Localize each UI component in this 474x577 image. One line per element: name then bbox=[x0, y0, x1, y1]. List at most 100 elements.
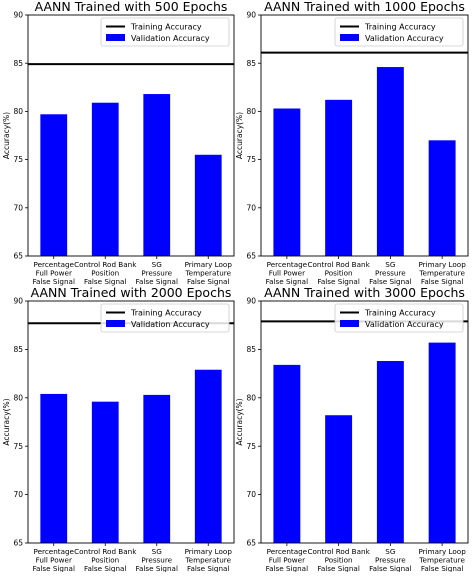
bar-validation-accuracy bbox=[143, 94, 171, 256]
x-tick-label: Temperature bbox=[418, 269, 465, 278]
x-tick-label: Control Rod Bank bbox=[308, 547, 371, 556]
bar-validation-accuracy bbox=[40, 114, 68, 257]
y-tick-label: 65 bbox=[246, 539, 256, 548]
legend-validation-label: Validation Accuracy bbox=[365, 34, 444, 43]
y-tick-label: 90 bbox=[246, 11, 256, 20]
bar-validation-accuracy bbox=[91, 401, 119, 543]
plot-frame bbox=[260, 14, 469, 257]
bar-validation-accuracy bbox=[325, 99, 353, 256]
x-tick-label: False Signal bbox=[187, 277, 229, 286]
legend-box bbox=[100, 17, 230, 47]
x-tick-label: SG bbox=[152, 547, 162, 556]
x-tick-label: Position bbox=[91, 269, 119, 278]
bar-validation-accuracy bbox=[40, 393, 68, 543]
y-tick-label: 65 bbox=[246, 252, 256, 261]
legend-validation-swatch bbox=[106, 320, 125, 327]
x-tick-label: Percentage bbox=[267, 260, 308, 269]
x-tick-label: False Signal bbox=[33, 564, 75, 572]
x-tick-label: False Signal bbox=[84, 564, 126, 572]
legend-training-label: Training Accuracy bbox=[130, 22, 202, 31]
x-tick-label: Temperature bbox=[418, 556, 465, 565]
legend-training-label: Training Accuracy bbox=[130, 308, 202, 317]
plot-frame bbox=[260, 300, 469, 544]
legend-box bbox=[100, 303, 230, 333]
bar-validation-accuracy bbox=[194, 154, 222, 256]
x-tick-label: Primary Loop bbox=[185, 260, 233, 269]
y-tick-label: 65 bbox=[13, 539, 23, 548]
bar-validation-accuracy bbox=[91, 102, 119, 256]
legend-training-label: Training Accuracy bbox=[364, 308, 436, 317]
x-tick-label: False Signal bbox=[136, 277, 178, 286]
x-tick-label: SG bbox=[152, 260, 162, 269]
x-tick-label: Pressure bbox=[375, 556, 406, 565]
y-tick-label: 75 bbox=[246, 155, 256, 164]
y-tick-label: 80 bbox=[246, 107, 256, 116]
legend-validation-swatch bbox=[340, 34, 359, 41]
plot-frame bbox=[27, 14, 235, 257]
y-tick-label: 80 bbox=[246, 393, 256, 402]
x-tick-label: Pressure bbox=[141, 556, 172, 565]
bar-validation-accuracy bbox=[325, 415, 353, 543]
y-tick-label: 75 bbox=[13, 442, 23, 451]
chart-title: AANN Trained with 2000 Epochs bbox=[31, 285, 232, 300]
y-tick-label: 90 bbox=[13, 297, 23, 306]
x-tick-label: Control Rod Bank bbox=[74, 547, 137, 556]
y-tick-label: 75 bbox=[13, 155, 23, 164]
y-tick-label: 80 bbox=[13, 107, 23, 116]
y-tick-label: 75 bbox=[246, 442, 256, 451]
x-tick-label: Temperature bbox=[184, 556, 231, 565]
bar-validation-accuracy bbox=[273, 108, 301, 257]
x-tick-label: False Signal bbox=[266, 564, 308, 572]
x-tick-label: False Signal bbox=[369, 564, 411, 572]
x-tick-label: Control Rod Bank bbox=[74, 260, 137, 269]
x-tick-label: Full Power bbox=[269, 556, 305, 565]
chart-panel: AANN Trained with 500 Epochs 65 70 75 80 85 90… bbox=[2, 0, 235, 286]
y-axis-label: Accuracy(%) bbox=[235, 398, 244, 445]
x-tick-label: Control Rod Bank bbox=[308, 260, 371, 269]
x-tick-label: Pressure bbox=[375, 269, 406, 278]
legend-training-label: Training Accuracy bbox=[364, 22, 436, 31]
y-tick-label: 65 bbox=[13, 252, 23, 261]
x-tick-label: False Signal bbox=[266, 277, 308, 286]
y-tick-label: 85 bbox=[246, 59, 256, 68]
chart-title: AANN Trained with 1000 Epochs bbox=[264, 0, 465, 14]
legend-validation-swatch bbox=[340, 320, 359, 327]
x-tick-label: Primary Loop bbox=[418, 260, 466, 269]
x-tick-label: False Signal bbox=[421, 277, 463, 286]
y-axis-label: Accuracy(%) bbox=[235, 112, 244, 159]
x-tick-label: Primary Loop bbox=[418, 547, 466, 556]
x-tick-label: Percentage bbox=[267, 547, 308, 556]
bar-validation-accuracy bbox=[273, 364, 301, 543]
plot-frame bbox=[27, 300, 235, 544]
x-tick-label: Full Power bbox=[269, 269, 305, 278]
legend-box bbox=[334, 303, 464, 333]
chart-panel: AANN Trained with 3000 Epochs 65 70 75 80 85 9… bbox=[235, 285, 469, 573]
x-tick-label: Position bbox=[91, 556, 119, 565]
bar-validation-accuracy bbox=[194, 369, 222, 543]
x-tick-label: Percentage bbox=[34, 547, 75, 556]
x-tick-label: SG bbox=[385, 547, 395, 556]
y-tick-label: 70 bbox=[246, 490, 256, 499]
x-tick-label: False Signal bbox=[317, 277, 359, 286]
y-tick-label: 85 bbox=[13, 345, 23, 354]
x-tick-label: Full Power bbox=[36, 556, 72, 565]
x-tick-label: Temperature bbox=[184, 269, 231, 278]
bar-validation-accuracy bbox=[143, 394, 171, 543]
y-axis-label: Accuracy(%) bbox=[2, 112, 11, 159]
chart-title: AANN Trained with 3000 Epochs bbox=[264, 285, 465, 300]
x-tick-label: Full Power bbox=[36, 269, 72, 278]
x-tick-label: False Signal bbox=[187, 564, 229, 572]
bar-validation-accuracy bbox=[376, 67, 404, 256]
x-tick-label: False Signal bbox=[421, 564, 463, 572]
bar-validation-accuracy bbox=[376, 361, 404, 543]
x-tick-label: False Signal bbox=[136, 564, 178, 572]
x-tick-label: Position bbox=[325, 269, 353, 278]
y-tick-label: 70 bbox=[13, 490, 23, 499]
x-tick-label: Primary Loop bbox=[185, 547, 233, 556]
x-tick-label: Position bbox=[325, 556, 353, 565]
y-tick-label: 85 bbox=[13, 59, 23, 68]
legend-box bbox=[334, 17, 464, 47]
chart-panel: AANN Trained with 1000 Epochs 65 70 75 80 85 9… bbox=[235, 0, 469, 286]
y-tick-label: 85 bbox=[246, 345, 256, 354]
